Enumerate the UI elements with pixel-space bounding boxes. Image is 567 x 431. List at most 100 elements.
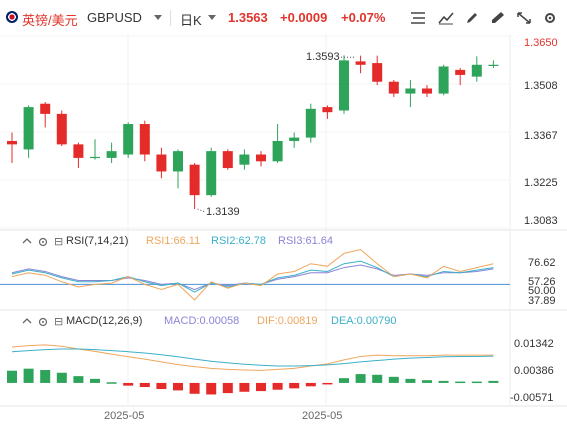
macd-bar — [488, 380, 499, 383]
symbol-selector[interactable]: GBPUSD — [87, 10, 142, 25]
candle-body — [123, 124, 134, 155]
chevron-down-icon[interactable] — [154, 15, 162, 20]
collapse-indicator-icon[interactable] — [22, 317, 32, 327]
settings-icon[interactable] — [540, 9, 560, 27]
candle — [388, 80, 399, 97]
candle-body — [372, 63, 383, 82]
candle-body — [239, 154, 250, 165]
candle-body — [471, 64, 482, 77]
header-divider — [170, 10, 171, 26]
macd-bar — [40, 370, 51, 383]
low-price-label: 1.3139 — [206, 206, 240, 218]
macd-axis-label: -0.00571 — [510, 392, 554, 404]
macd-bar — [405, 378, 416, 383]
pair-name[interactable]: 英镑/美元 — [22, 13, 78, 28]
macd-bar — [56, 372, 67, 383]
price-axis-label: 1.3083 — [524, 215, 558, 227]
candle — [90, 139, 100, 160]
candle-body — [455, 69, 466, 75]
candle — [189, 162, 200, 210]
macd-bar — [339, 378, 349, 383]
candle — [123, 122, 134, 158]
candle-body — [322, 107, 333, 113]
macd-bar — [189, 382, 200, 394]
collapse-indicator-icon[interactable] — [22, 237, 32, 247]
rsi3-value: RSI3:61.64 — [278, 235, 334, 247]
macd-axis-label: 0.00386 — [514, 365, 554, 377]
rsi-filter-icon: ⊟ — [54, 236, 64, 248]
rsi1-value: RSI1:66.11 — [146, 235, 201, 247]
candle-body — [90, 156, 100, 159]
candle-body — [405, 88, 416, 94]
macd-filter-icon: ⊟ — [54, 316, 64, 328]
candle — [256, 151, 266, 167]
candle-body — [222, 151, 233, 169]
candle — [206, 147, 217, 197]
pen-icon[interactable] — [462, 9, 482, 27]
candle — [222, 149, 233, 170]
candle — [239, 149, 250, 170]
rsi-axis-label: 76.62 — [528, 257, 556, 269]
period-selector[interactable]: 日K — [180, 13, 202, 28]
candle — [372, 55, 383, 86]
candle — [56, 110, 67, 147]
price-change: +0.0009 — [280, 10, 328, 25]
price-change-percent: +0.07% — [341, 10, 386, 25]
price-axis-label: 1.3225 — [524, 177, 558, 189]
candle-body — [73, 144, 84, 158]
gear-icon[interactable] — [38, 317, 48, 327]
dif-value: DIF:0.00819 — [257, 315, 318, 327]
candle-body — [289, 137, 300, 141]
candle-body — [438, 66, 449, 94]
candle — [173, 149, 183, 189]
candle-body — [355, 61, 366, 65]
candle — [471, 56, 482, 82]
chevron-down-icon[interactable] — [208, 15, 216, 20]
macd-bar — [173, 382, 183, 391]
candle-body — [272, 140, 283, 162]
macd-bar — [272, 382, 283, 390]
chart-header: 英镑/美元 GBPUSD 日K 1.3563 +0.0009 +0.07% — [0, 0, 567, 34]
candle-body — [488, 64, 499, 66]
eraser-icon[interactable] — [488, 9, 508, 27]
draw-lines-icon[interactable] — [408, 9, 428, 27]
candle-body — [139, 124, 150, 155]
macd-bar — [222, 382, 233, 394]
indicators-icon[interactable] — [436, 9, 456, 27]
gear-icon[interactable] — [38, 237, 48, 247]
candle — [305, 103, 316, 143]
candle — [289, 132, 300, 148]
candle — [438, 64, 449, 96]
macd-bar — [388, 376, 399, 383]
candle-body — [56, 113, 67, 145]
candle-body — [422, 88, 432, 94]
macd-bar — [471, 381, 482, 384]
candle-body — [305, 108, 316, 138]
candle-body — [40, 103, 51, 114]
x-axis-label: 2025-05 — [104, 410, 145, 422]
macd-bar — [139, 382, 150, 388]
dif-line — [11, 344, 494, 371]
macd-bar — [73, 376, 84, 383]
macd-label: MACD(12,26,9) — [66, 315, 143, 327]
candle — [339, 55, 349, 114]
macd-value: MACD:0.00058 — [164, 315, 240, 327]
candle-body — [23, 107, 34, 150]
candle-body — [339, 60, 349, 111]
dea-line — [11, 348, 494, 367]
macd-axis-label: 0.01342 — [514, 338, 554, 350]
candle — [40, 102, 51, 128]
macd-bar — [90, 378, 100, 383]
rsi-label: RSI(7,14,21) — [66, 235, 129, 247]
fullscreen-icon[interactable] — [514, 9, 534, 27]
macd-bar — [372, 374, 383, 383]
macd-bar — [256, 382, 266, 392]
macd-bar — [7, 370, 17, 383]
candle — [322, 105, 333, 119]
candle-body — [7, 140, 17, 145]
macd-bar — [106, 382, 117, 384]
macd-bar — [289, 382, 300, 389]
candle-body — [106, 151, 117, 158]
macd-bar — [322, 382, 333, 385]
